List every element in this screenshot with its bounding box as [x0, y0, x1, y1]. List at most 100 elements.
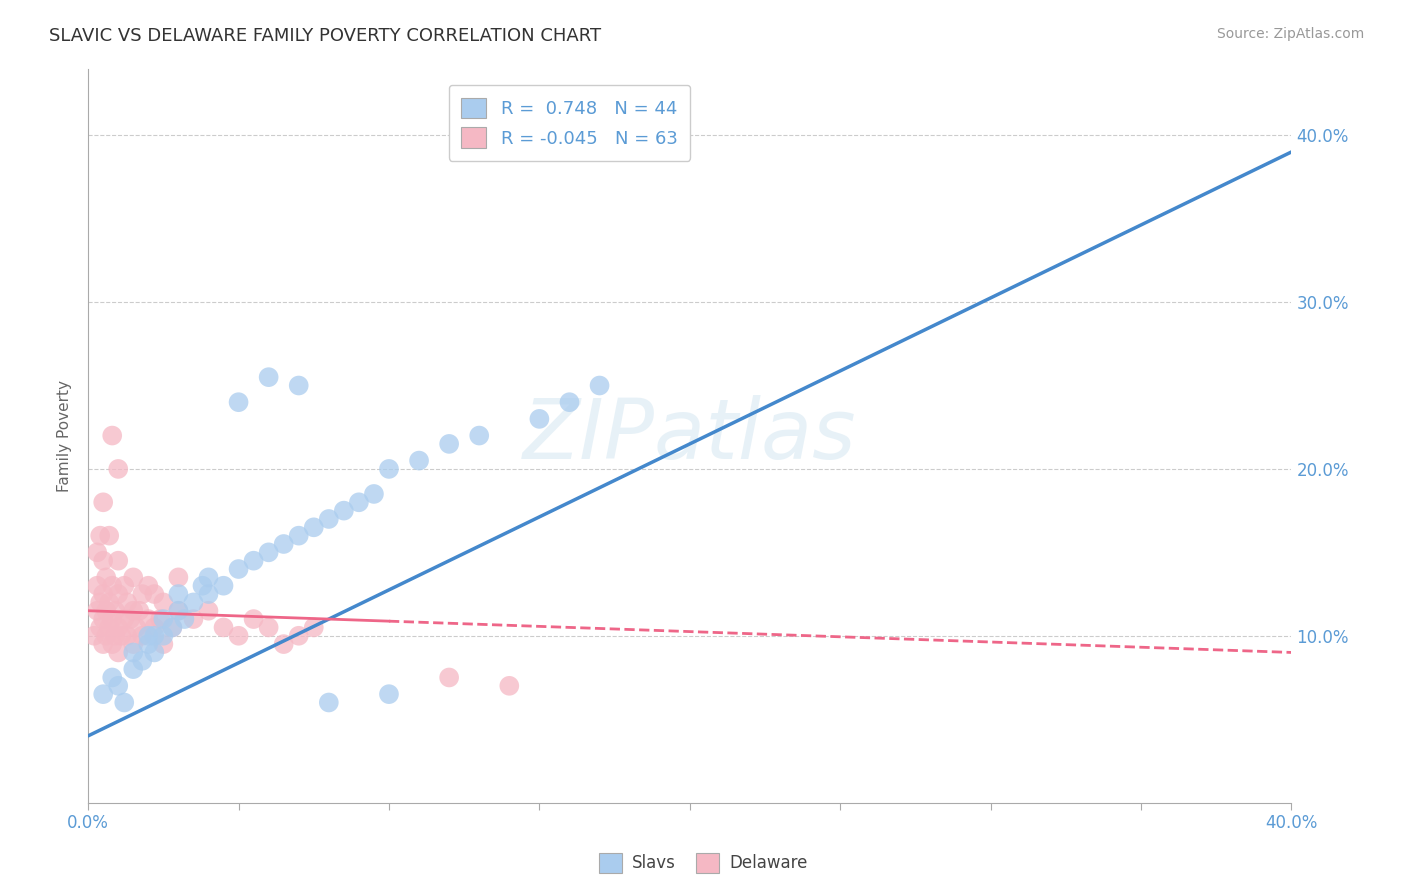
Point [242, 612, 264, 626]
Point [104, 629, 127, 643]
Point [89, 529, 111, 543]
Point [98, 620, 121, 634]
Legend: R =  0.748   N = 44, R = -0.045   N = 63: R = 0.748 N = 44, R = -0.045 N = 63 [449, 85, 690, 161]
Point [228, 395, 250, 409]
Point [468, 428, 491, 442]
Point [183, 612, 205, 626]
Point [143, 629, 166, 643]
Point [122, 604, 145, 618]
Point [96, 604, 118, 618]
Point [98, 595, 121, 609]
Point [408, 453, 430, 467]
Point [437, 437, 460, 451]
Point [152, 637, 174, 651]
Point [131, 587, 153, 601]
Point [96, 570, 118, 584]
Point [86, 604, 108, 618]
Point [107, 620, 129, 634]
Point [257, 370, 280, 384]
Point [91, 554, 114, 568]
Point [91, 637, 114, 651]
Point [558, 395, 581, 409]
Point [437, 670, 460, 684]
Point [101, 670, 124, 684]
Point [173, 612, 195, 626]
Point [363, 487, 385, 501]
Point [378, 462, 401, 476]
Point [212, 579, 235, 593]
Point [257, 620, 280, 634]
Point [318, 696, 340, 710]
Point [128, 604, 150, 618]
Point [107, 462, 129, 476]
Point [143, 645, 166, 659]
Point [91, 495, 114, 509]
Point [89, 595, 111, 609]
Point [318, 512, 340, 526]
Point [83, 629, 105, 643]
Point [197, 587, 219, 601]
Point [302, 520, 325, 534]
Point [120, 612, 142, 626]
Point [131, 629, 153, 643]
Point [529, 412, 551, 426]
Point [242, 554, 264, 568]
Point [167, 604, 190, 618]
Point [378, 687, 401, 701]
Point [117, 629, 139, 643]
Point [287, 378, 309, 392]
Point [125, 620, 148, 634]
Point [273, 537, 295, 551]
Text: ZIPatlas: ZIPatlas [523, 395, 856, 476]
Point [107, 645, 129, 659]
Point [167, 570, 190, 584]
Point [136, 579, 159, 593]
Point [162, 620, 184, 634]
Point [122, 570, 145, 584]
Point [101, 612, 124, 626]
Point [197, 570, 219, 584]
Point [122, 662, 145, 676]
Point [91, 612, 114, 626]
Point [117, 595, 139, 609]
Point [110, 629, 132, 643]
Point [91, 687, 114, 701]
Point [107, 554, 129, 568]
Legend: Slavs, Delaware: Slavs, Delaware [592, 847, 814, 880]
Point [167, 604, 190, 618]
Point [191, 579, 214, 593]
Point [107, 679, 129, 693]
Point [104, 604, 127, 618]
Point [112, 612, 135, 626]
Point [167, 587, 190, 601]
Point [136, 629, 159, 643]
Point [107, 587, 129, 601]
Point [112, 579, 135, 593]
Point [498, 679, 520, 693]
Point [212, 620, 235, 634]
Point [89, 620, 111, 634]
Point [149, 612, 172, 626]
Point [86, 579, 108, 593]
Point [333, 503, 356, 517]
Point [101, 428, 124, 442]
Point [287, 629, 309, 643]
Point [136, 637, 159, 651]
Point [86, 545, 108, 559]
Point [347, 495, 370, 509]
Point [96, 629, 118, 643]
Point [197, 604, 219, 618]
Point [152, 612, 174, 626]
Point [91, 587, 114, 601]
Point [101, 579, 124, 593]
Point [257, 545, 280, 559]
Point [131, 654, 153, 668]
Point [98, 529, 121, 543]
Point [228, 629, 250, 643]
Point [143, 620, 166, 634]
Text: SLAVIC VS DELAWARE FAMILY POVERTY CORRELATION CHART: SLAVIC VS DELAWARE FAMILY POVERTY CORREL… [49, 27, 602, 45]
Text: Source: ZipAtlas.com: Source: ZipAtlas.com [1216, 27, 1364, 41]
Point [183, 595, 205, 609]
Point [122, 637, 145, 651]
Point [122, 645, 145, 659]
